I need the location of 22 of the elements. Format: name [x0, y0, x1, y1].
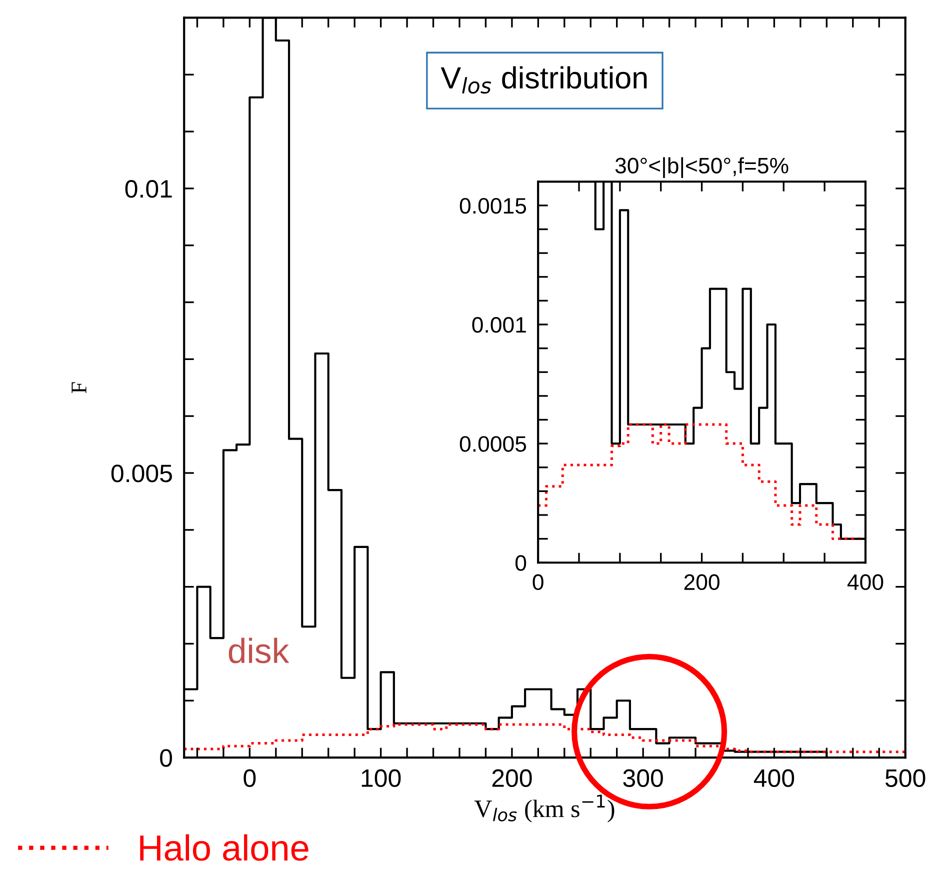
- legend-label: Halo alone: [140, 834, 308, 861]
- y-axis-title: F: [72, 382, 86, 394]
- y-tick-label: 0: [515, 555, 526, 571]
- x-tick-label: 300: [623, 769, 663, 788]
- x-axis-title: V$_{los}$ (km s$^{−1}$): [474, 794, 614, 822]
- annotation: disk: [228, 638, 290, 664]
- y-tick-label: 0: [160, 749, 172, 767]
- x-tick-label: 0: [244, 769, 256, 788]
- y-tick-label: 0.01: [125, 180, 172, 198]
- chart-title: 30°<|b|<50°,f=5%: [615, 157, 788, 178]
- x-tick-label: 500: [885, 769, 926, 788]
- x-tick-label: 200: [684, 574, 720, 590]
- x-tick-label: 400: [847, 574, 884, 590]
- x-tick-label: 100: [362, 769, 401, 788]
- y-tick-label: 0.0015: [460, 198, 526, 214]
- y-tick-label: 0.0005: [460, 436, 526, 452]
- text: V$_{los}$ distribution: [440, 66, 647, 94]
- x-tick-label: 200: [492, 769, 532, 788]
- y-tick-label: 0.001: [472, 317, 526, 333]
- y-tick-label: 0.005: [111, 464, 172, 482]
- x-tick-label: 0: [532, 574, 544, 590]
- x-tick-label: 400: [754, 769, 794, 788]
